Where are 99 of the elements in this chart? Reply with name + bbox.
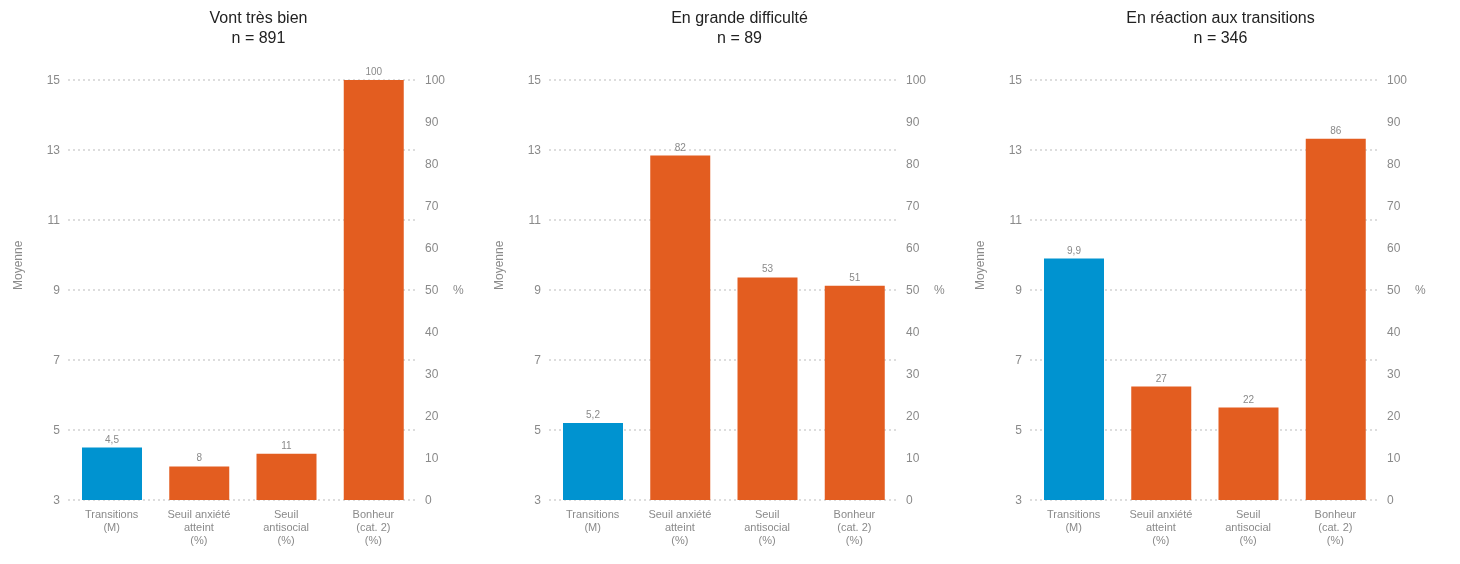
y2-tick-label: 70: [906, 199, 920, 214]
y-tick-label: 15: [46, 73, 61, 88]
chart-title: En réaction aux transitions: [1125, 8, 1316, 28]
x-tick-label: Transitions (M): [84, 508, 139, 533]
y2-tick-label: 30: [1387, 367, 1401, 382]
y-tick-label: 5: [534, 423, 542, 438]
y2-tick-label: 10: [906, 451, 920, 466]
chart-subtitle: n = 89: [716, 28, 763, 48]
bar: [1305, 138, 1366, 500]
data-label: 11: [281, 439, 293, 451]
y-tick-label: 15: [1008, 73, 1023, 88]
y-tick-label: 13: [527, 143, 542, 158]
y2-tick-label: 60: [906, 241, 920, 256]
x-tick-label: Transitions (M): [565, 508, 620, 533]
x-tick-label: Bonheur (cat. 2) (%): [1314, 508, 1357, 546]
x-tick-label: Seuil anxiété atteint (%): [167, 508, 231, 546]
y2-axis-title: %: [1415, 283, 1426, 298]
data-label: 51: [849, 271, 861, 283]
y-axis-title: Moyenne: [492, 240, 507, 290]
y2-tick-label: 50: [906, 283, 920, 298]
y2-tick-label: 50: [425, 283, 439, 298]
y2-tick-label: 0: [425, 493, 432, 508]
y-tick-label: 5: [1015, 423, 1023, 438]
y-tick-label: 7: [53, 353, 61, 368]
y2-tick-label: 80: [425, 157, 439, 172]
x-tick-label: Bonheur (cat. 2) (%): [352, 508, 395, 546]
y2-tick-label: 0: [906, 493, 913, 508]
y-tick-label: 13: [1008, 143, 1023, 158]
chart-title: Vont très bien: [208, 8, 309, 28]
y2-tick-label: 20: [906, 409, 920, 424]
data-label: 86: [1330, 124, 1342, 136]
y2-tick-label: 40: [906, 325, 920, 340]
data-label: 53: [761, 263, 774, 275]
y-tick-label: 3: [534, 493, 542, 508]
y-tick-label: 11: [47, 213, 61, 228]
y2-tick-label: 30: [425, 367, 439, 382]
y-tick-label: 5: [53, 423, 61, 438]
chart-subtitle: n = 346: [1192, 28, 1249, 48]
y-axis-title: Moyenne: [973, 240, 988, 290]
y2-tick-label: 10: [425, 451, 439, 466]
y2-tick-label: 10: [1387, 451, 1401, 466]
y2-tick-label: 90: [425, 115, 439, 130]
y-tick-label: 7: [534, 353, 542, 368]
y2-axis-title: %: [453, 283, 464, 298]
y2-tick-label: 80: [1387, 157, 1401, 172]
y-tick-label: 9: [1015, 283, 1023, 298]
y-tick-label: 9: [53, 283, 61, 298]
y2-tick-label: 30: [906, 367, 920, 382]
y2-tick-label: 100: [425, 73, 446, 88]
y2-tick-label: 60: [1387, 241, 1401, 256]
bar: [343, 80, 404, 500]
x-tick-label: Seuil antisocial (%): [1225, 508, 1272, 546]
y-tick-label: 15: [527, 73, 542, 88]
data-label: 8: [196, 452, 203, 464]
y2-tick-label: 100: [1387, 73, 1408, 88]
y-tick-label: 13: [46, 143, 61, 158]
chart-title: En grande difficulté: [670, 8, 809, 28]
y2-tick-label: 40: [1387, 325, 1401, 340]
data-label: 9,9: [1067, 244, 1082, 256]
bar: [169, 466, 230, 500]
data-label: 82: [674, 141, 687, 153]
y2-tick-label: 40: [425, 325, 439, 340]
y2-tick-label: 50: [1387, 283, 1401, 298]
y-tick-label: 11: [528, 213, 542, 228]
data-label: 27: [1155, 372, 1168, 384]
y2-tick-label: 80: [906, 157, 920, 172]
y2-tick-label: 0: [1387, 493, 1394, 508]
bar: [256, 453, 317, 500]
bar: [650, 155, 711, 500]
y-tick-label: 7: [1015, 353, 1023, 368]
y2-tick-label: 20: [1387, 409, 1401, 424]
bar: [824, 285, 885, 500]
x-tick-label: Seuil antisocial (%): [263, 508, 310, 546]
y-axis-title: Moyenne: [11, 240, 26, 290]
y-tick-label: 3: [53, 493, 61, 508]
data-label: 4,5: [105, 433, 120, 445]
x-tick-label: Bonheur (cat. 2) (%): [833, 508, 876, 546]
y-tick-label: 3: [1015, 493, 1023, 508]
x-tick-label: Seuil anxiété atteint (%): [648, 508, 712, 546]
bar: [1218, 407, 1279, 500]
bar: [1131, 386, 1192, 500]
bar: [737, 277, 798, 500]
y2-tick-label: 60: [425, 241, 439, 256]
y2-tick-label: 20: [425, 409, 439, 424]
data-label: 22: [1242, 393, 1255, 405]
y-tick-label: 11: [1009, 213, 1023, 228]
x-tick-label: Transitions (M): [1046, 508, 1101, 533]
chart-subtitle: n = 891: [230, 28, 287, 48]
y2-tick-label: 70: [425, 199, 439, 214]
x-tick-label: Seuil anxiété atteint (%): [1129, 508, 1193, 546]
y2-tick-label: 70: [1387, 199, 1401, 214]
y2-tick-label: 90: [906, 115, 920, 130]
x-tick-label: Seuil antisocial (%): [744, 508, 791, 546]
y-tick-label: 9: [534, 283, 542, 298]
y2-tick-label: 100: [906, 73, 927, 88]
y2-axis-title: %: [934, 283, 945, 298]
data-label: 100: [365, 66, 383, 77]
data-label: 5,2: [586, 409, 601, 420]
y2-tick-label: 90: [1387, 115, 1401, 130]
